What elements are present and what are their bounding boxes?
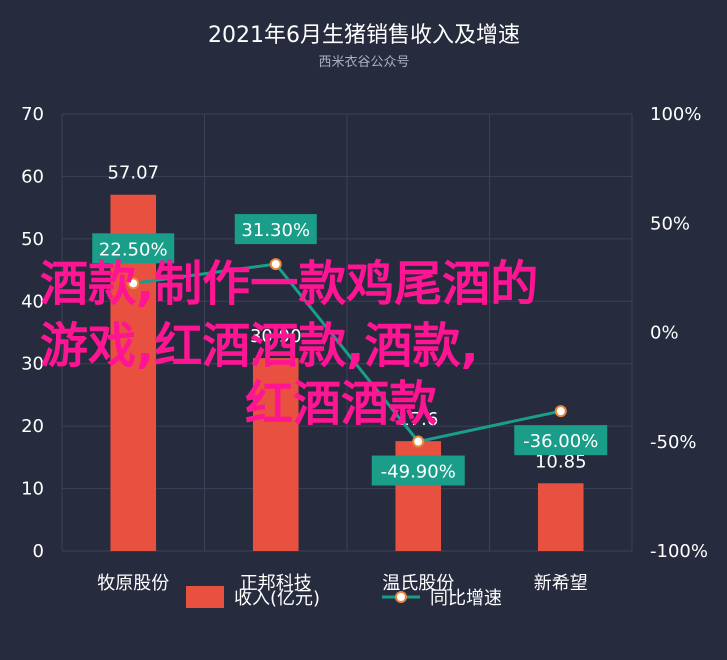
x-tick-label: 新希望 (534, 573, 588, 594)
growth-value-label: 31.30% (241, 220, 310, 241)
growth-point-2 (269, 258, 282, 271)
growth-value-label: -49.90% (381, 462, 456, 483)
bar-value-label: 30.90 (250, 326, 302, 347)
x-tick-label: 正邦科技 (240, 573, 312, 594)
growth-point-3 (412, 435, 425, 448)
y2-tick-label: 50% (650, 213, 690, 234)
legend-bar-swatch (186, 586, 224, 608)
overlay-text-line: 游戏,红酒酒款,酒款, (40, 318, 479, 374)
overlay-text-line: 红酒酒款 (245, 376, 437, 432)
y2-tick-label: 0% (650, 323, 679, 344)
y-tick-label: 50 (21, 229, 44, 250)
y2-tick-label: -50% (650, 432, 697, 453)
growth-label-box (514, 425, 608, 456)
y-tick-label: 70 (21, 104, 44, 125)
growth-label-box (92, 233, 175, 264)
growth-label-box (234, 214, 317, 245)
x-tick-label: 牧原股份 (97, 573, 169, 594)
y-tick-label: 20 (21, 416, 44, 437)
bar-2 (252, 358, 299, 551)
overlay-text-line: 酒款,制作一款鸡尾酒的 (40, 256, 538, 312)
legend: 收入(亿元) 同比增速 (186, 586, 502, 609)
y-tick-label: 0 (33, 541, 44, 562)
bar-value-label: 57.07 (107, 163, 159, 184)
growth-point-1 (127, 277, 140, 290)
legend-line-marker (395, 591, 407, 603)
growth-line (133, 262, 562, 444)
legend-label: 收入(亿元) (234, 588, 320, 609)
x-tick-label: 温氏股份 (382, 573, 454, 594)
y2-tick-label: -100% (650, 541, 708, 562)
line-layer: 22.50% 31.30% -49.90% -36.00% (92, 214, 608, 486)
growth-value-label: 22.50% (99, 239, 168, 260)
chart-title: 2021年6月生猪销售收入及增速 (208, 23, 520, 48)
legend-label: 同比增速 (430, 588, 502, 609)
chart-subtitle: 西米衣谷公众号 (318, 54, 409, 70)
growth-value-label: -36.00% (523, 431, 598, 452)
y-tick-label: 10 (21, 479, 44, 500)
bar-value-label: 10.85 (535, 451, 587, 472)
growth-label-box (371, 455, 465, 486)
growth-point-4 (554, 405, 567, 418)
y2-tick-label: 100% (650, 104, 701, 125)
bar-value-label: 17.6 (398, 409, 438, 430)
y-tick-label: 30 (21, 354, 44, 375)
y-tick-label: 60 (21, 166, 44, 187)
bar-4 (537, 483, 584, 551)
axis-layer: 0 10 20 30 40 50 60 70 -100% -50% 0% 50% 100% 牧原股份 正邦科… (21, 104, 708, 594)
y-tick-label: 40 (21, 291, 44, 312)
